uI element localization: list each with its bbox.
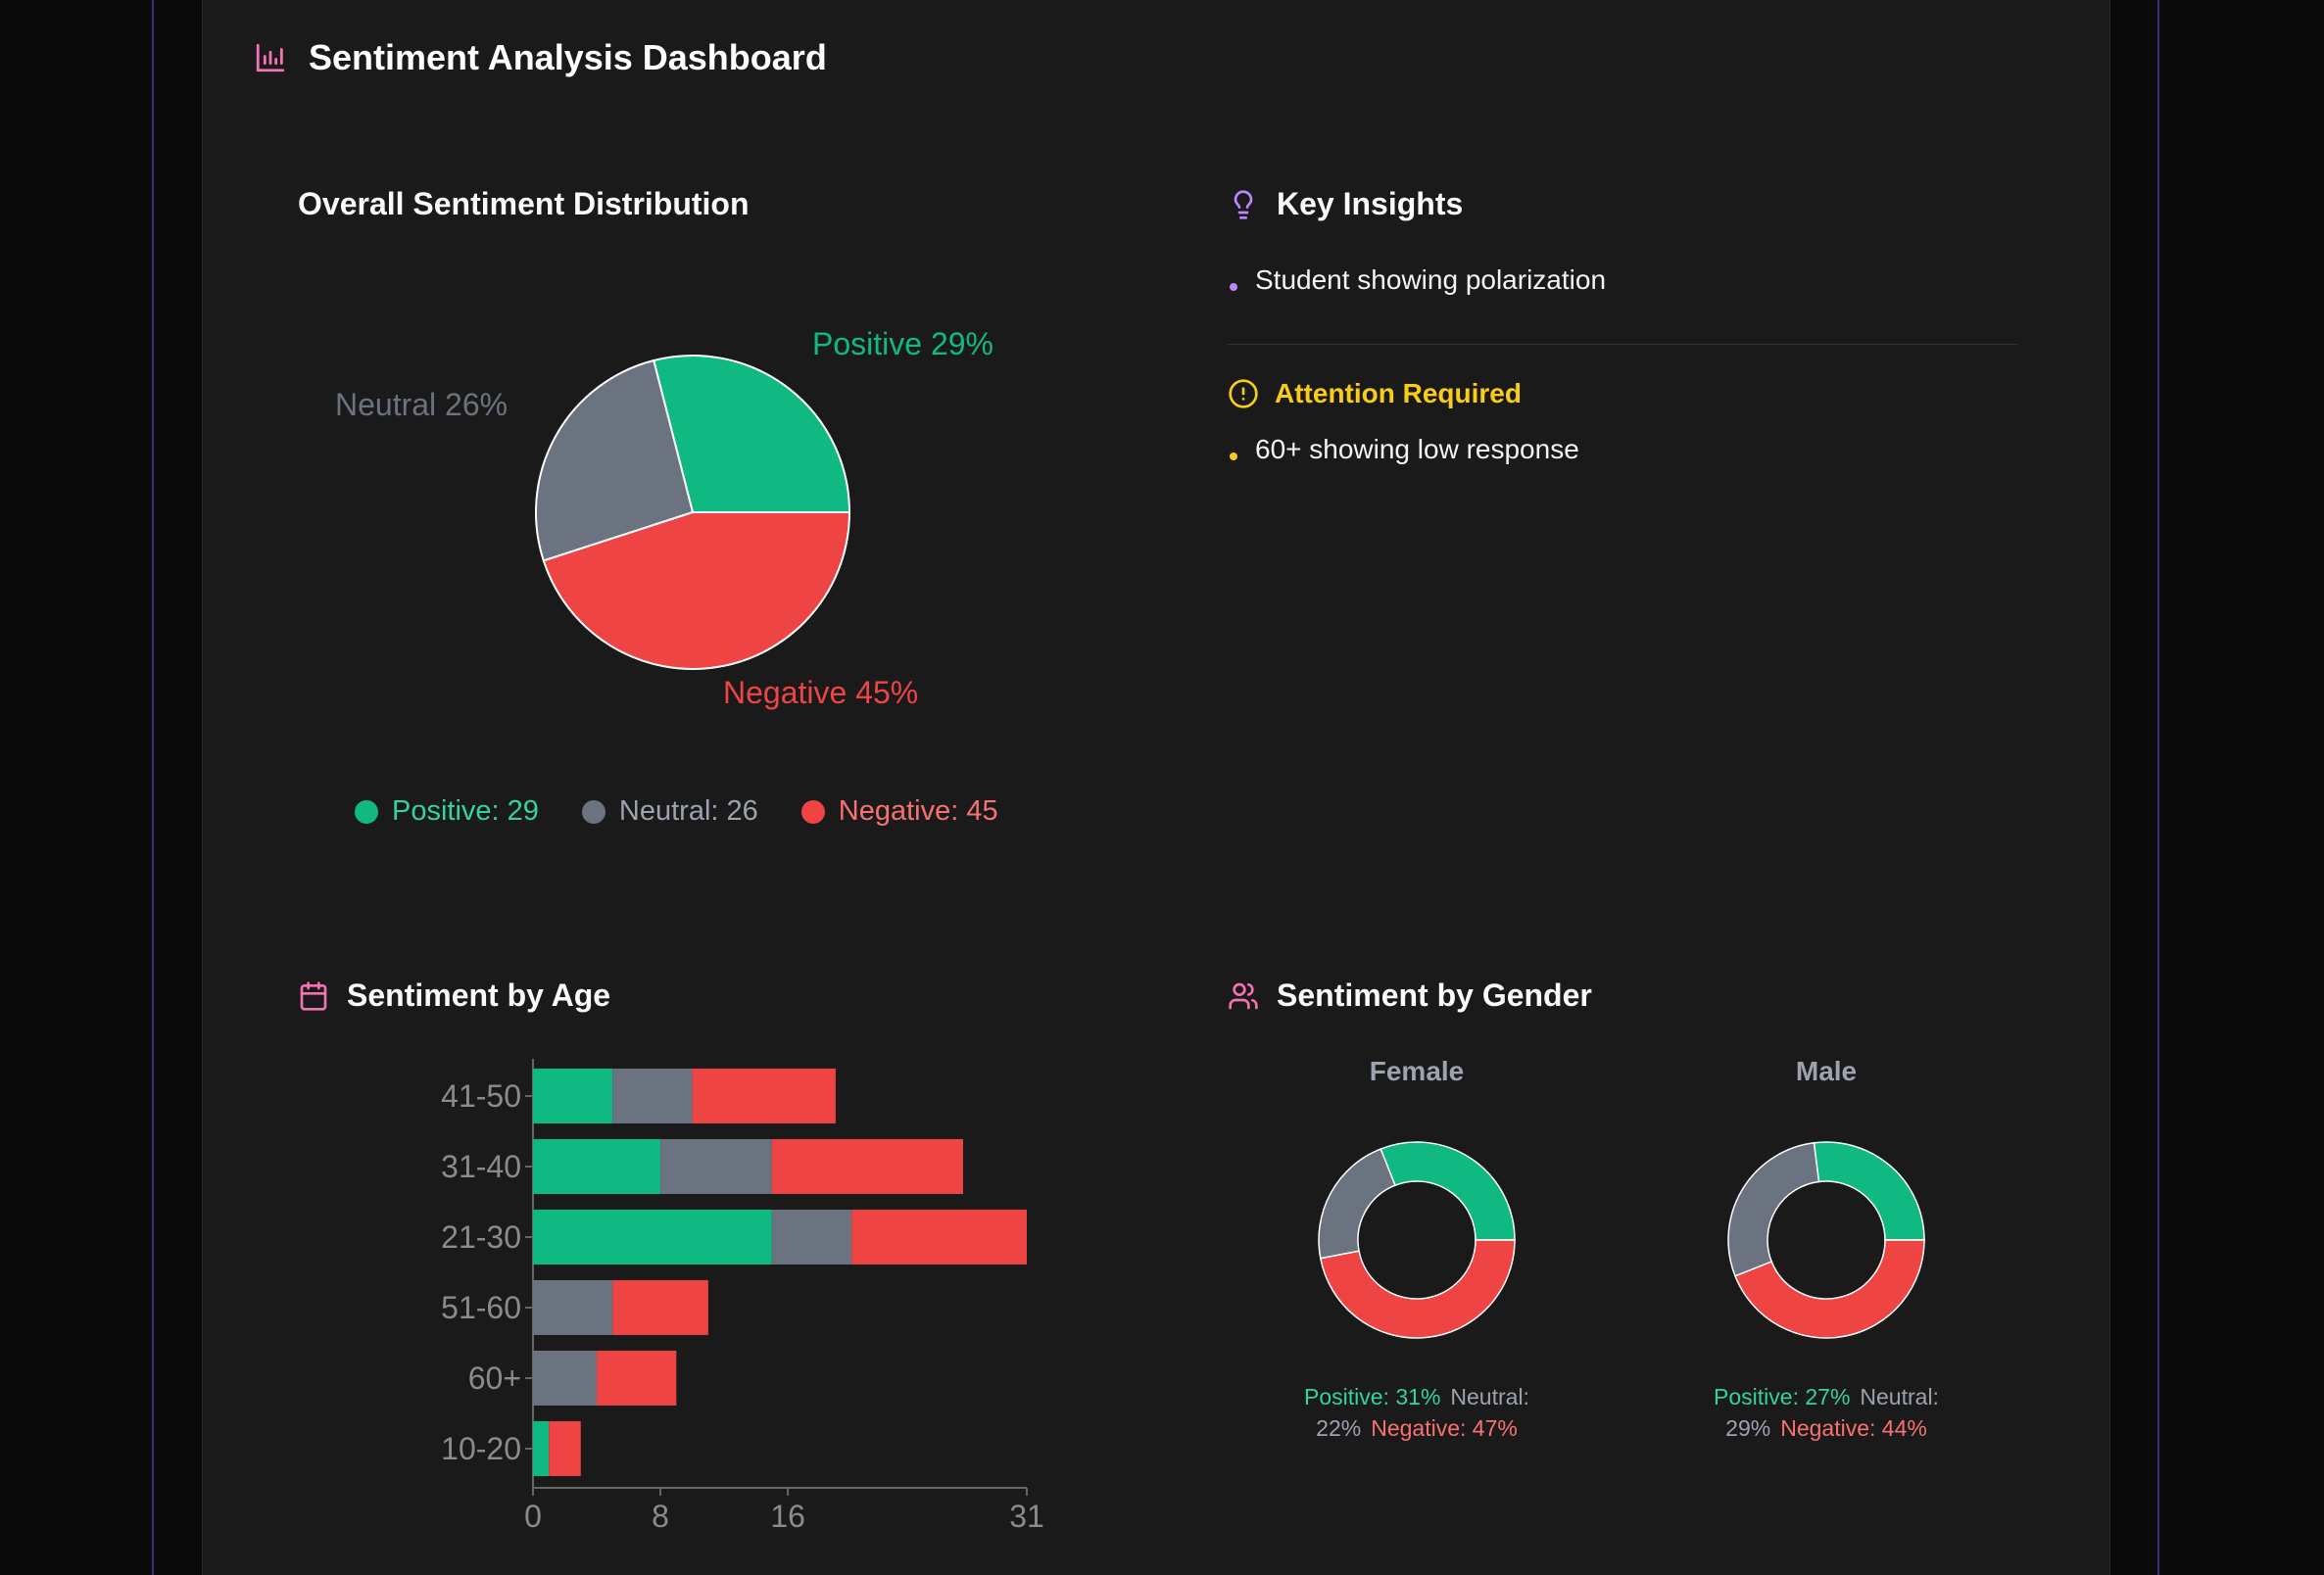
y-tick-label: 60+	[468, 1360, 521, 1396]
age-bars: 41-50 31-40 21-30 51-60 60+ 10-200 8 16 31	[441, 1059, 1044, 1534]
legend-negative-label: Negative: 45	[838, 795, 998, 827]
bar-41-50-negative[interactable]	[692, 1069, 836, 1123]
attention-title-text: Attention Required	[1275, 378, 1522, 408]
y-tick-label: 10-20	[441, 1431, 521, 1466]
y-tick-label: 31-40	[441, 1149, 521, 1184]
bar-51-60-neutral[interactable]	[533, 1280, 613, 1335]
bar-41-50-neutral[interactable]	[612, 1069, 693, 1123]
legend-item-negative: Negative: 45	[800, 795, 998, 828]
x-tick-label: 8	[652, 1499, 669, 1534]
insight-text: Student showing polarization	[1255, 264, 1607, 295]
dashboard-card: Sentiment Analysis Dashboard Overall Sen…	[202, 0, 2110, 1575]
attention-item: 60+ showing low response	[1230, 434, 1579, 465]
insight-item: Student showing polarization	[1230, 264, 1606, 296]
legend-neutral-label: Neutral: 26	[618, 795, 758, 827]
legend-item-positive: Positive: 29	[355, 795, 539, 828]
y-tick-label: 21-30	[441, 1219, 521, 1255]
age-section-title: Sentiment by Age	[298, 978, 610, 1014]
bar-21-30-positive[interactable]	[533, 1210, 772, 1265]
bar-31-40-negative[interactable]	[771, 1139, 963, 1194]
age-title-text: Sentiment by Age	[347, 978, 611, 1013]
female-donut	[1318, 1141, 1516, 1339]
neutral-dot-icon	[581, 799, 605, 824]
overall-pie-chart	[535, 355, 851, 670]
frame-line-right	[2157, 0, 2159, 1575]
y-tick-label: 51-60	[441, 1290, 521, 1325]
overall-title-text: Overall Sentiment Distribution	[298, 186, 750, 221]
bar-10-20-positive[interactable]	[533, 1421, 550, 1476]
bar-10-20-negative[interactable]	[549, 1421, 581, 1476]
donut-slice-positive[interactable]	[1813, 1141, 1925, 1241]
donut-slice-positive[interactable]	[1380, 1141, 1516, 1241]
bullet-icon	[1230, 283, 1237, 291]
insights-title-text: Key Insights	[1277, 186, 1464, 221]
donut-slice-negative[interactable]	[1319, 1239, 1516, 1339]
pie-label-negative: Negative 45%	[723, 675, 919, 710]
positive-dot-icon	[355, 799, 378, 824]
male-neutral-label: Neutral:	[1860, 1384, 1939, 1409]
donut-slice-neutral[interactable]	[1318, 1148, 1396, 1260]
attention-text: 60+ showing low response	[1255, 434, 1579, 464]
dashboard-header: Sentiment Analysis Dashboard	[254, 37, 827, 78]
male-donut	[1727, 1141, 1925, 1339]
negative-dot-icon	[800, 799, 825, 824]
female-neutral-label: Neutral:	[1450, 1384, 1529, 1409]
page-title: Sentiment Analysis Dashboard	[309, 37, 827, 77]
insights-section-title: Key Insights	[1228, 186, 1463, 222]
male-stats: Positive: 27% Neutral: 29% Negative: 44%	[1679, 1381, 1973, 1444]
attention-required-title: Attention Required	[1228, 378, 1522, 409]
users-icon	[1229, 982, 1258, 1009]
bar-chart-icon	[256, 43, 285, 72]
donut-slice-neutral[interactable]	[1727, 1141, 1820, 1277]
male-negative: Negative: 44%	[1780, 1415, 1927, 1441]
legend-positive-label: Positive: 29	[392, 795, 539, 827]
x-tick-label: 0	[524, 1499, 542, 1534]
frame-line-left	[152, 0, 154, 1575]
insights-divider	[1228, 344, 2017, 345]
female-title: Female	[1369, 1056, 1465, 1086]
column-divider	[1134, 147, 1135, 1575]
calendar-icon	[300, 980, 327, 1011]
gender-section-title: Sentiment by Gender	[1228, 978, 1592, 1014]
female-neutral-value: 22%	[1316, 1415, 1362, 1441]
overall-section-title: Overall Sentiment Distribution	[298, 186, 750, 222]
bar-31-40-neutral[interactable]	[660, 1139, 772, 1194]
gender-title-text: Sentiment by Gender	[1277, 978, 1592, 1013]
y-tick-label: 41-50	[441, 1078, 521, 1114]
age-bar-chart: 41-50 31-40 21-30 51-60 60+ 10-200 8 16 31	[441, 1059, 1044, 1534]
female-stats: Positive: 31% Neutral: 22% Negative: 47%	[1270, 1381, 1564, 1444]
female-positive: Positive: 31%	[1304, 1384, 1441, 1409]
legend-item-neutral: Neutral: 26	[581, 795, 758, 828]
bar-41-50-positive[interactable]	[533, 1069, 613, 1123]
bar-21-30-neutral[interactable]	[771, 1210, 852, 1265]
bar-51-60-negative[interactable]	[612, 1280, 708, 1335]
pie-slice-negative[interactable]	[542, 511, 851, 670]
pie-slice-positive[interactable]	[652, 355, 851, 513]
overall-legend: Positive: 29 Neutral: 26 Negative: 45	[355, 795, 998, 828]
bar-21-30-negative[interactable]	[851, 1210, 1027, 1265]
bar-31-40-positive[interactable]	[533, 1139, 661, 1194]
pie-label-positive: Positive 29%	[812, 326, 993, 361]
lightbulb-icon	[1234, 189, 1253, 219]
bar-60+-neutral[interactable]	[533, 1351, 598, 1406]
pie-slice-neutral[interactable]	[535, 358, 695, 562]
donut-slice-negative[interactable]	[1734, 1239, 1925, 1339]
x-tick-label: 16	[770, 1499, 805, 1534]
pie-slices	[535, 355, 851, 670]
gender-donut-charts	[1318, 1141, 1925, 1339]
male-positive: Positive: 27%	[1714, 1384, 1851, 1409]
pie-label-neutral: Neutral 26%	[335, 387, 508, 422]
bullet-icon	[1230, 453, 1237, 460]
bar-60+-negative[interactable]	[597, 1351, 677, 1406]
male-neutral-value: 29%	[1725, 1415, 1771, 1441]
female-negative: Negative: 47%	[1371, 1415, 1518, 1441]
x-tick-label: 31	[1009, 1499, 1044, 1534]
alert-circle-icon	[1229, 379, 1258, 408]
male-title: Male	[1795, 1056, 1858, 1086]
